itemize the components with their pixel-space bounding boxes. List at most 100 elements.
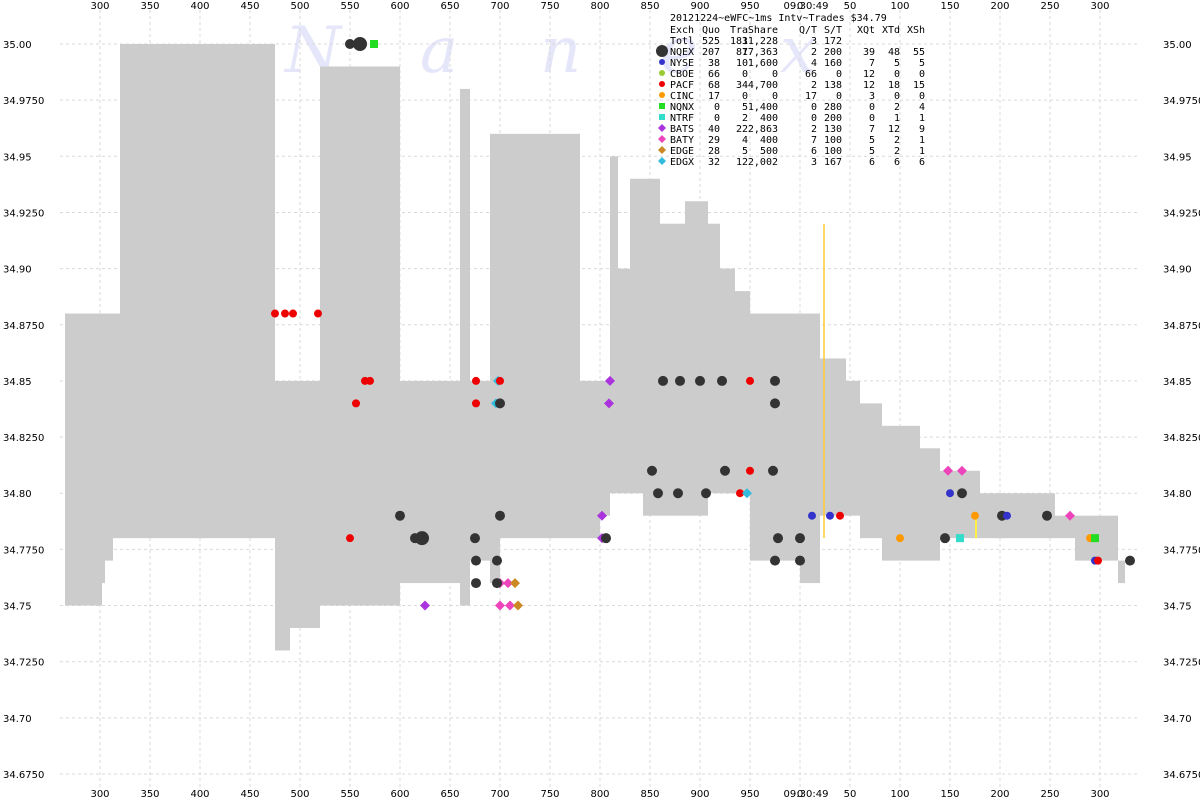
watermark-letter: n — [540, 14, 581, 88]
legend-row-cell: CINC — [670, 91, 694, 102]
trade-point — [281, 309, 289, 318]
legend-row-cell: EDGE — [670, 146, 694, 157]
legend-marker — [656, 45, 668, 57]
chart-title: 20121224~eWFC~1ms Intv~Trades $34.79 — [670, 13, 887, 24]
legend-row-cell: 39 — [863, 47, 875, 58]
legend-row-cell: 1,400 — [748, 102, 778, 113]
legend-row-cell: 0 — [742, 91, 748, 102]
trade-point — [370, 40, 378, 48]
trade-point — [415, 531, 429, 546]
trade-point — [495, 510, 505, 521]
trade-point — [896, 534, 904, 543]
nbbo-band — [630, 178, 643, 494]
x-tick-label: 450 — [240, 1, 259, 12]
x-tick-label: 650 — [440, 1, 459, 12]
legend-marker — [658, 124, 666, 132]
y-tick-label: 34.7750 — [3, 545, 44, 556]
legend-row-cell: 100 — [824, 146, 842, 157]
y-tick-label: 34.6750 — [1163, 770, 1200, 781]
x-tick-label: 300 — [1090, 789, 1109, 800]
legend-total-cell: 181 — [730, 36, 748, 47]
legend-total-cell: 3 — [811, 36, 817, 47]
legend-row-cell: 100 — [824, 135, 842, 146]
x-tick-label: 900 — [690, 789, 709, 800]
y-tick-label: 35.00 — [3, 40, 32, 51]
legend-row-cell: 2 — [894, 146, 900, 157]
trade-point — [353, 37, 367, 51]
x-tick-label: 100 — [890, 1, 909, 12]
x-tick-label: 650 — [440, 789, 459, 800]
legend-row-cell: 9 — [919, 124, 925, 135]
legend-row-cell: 2,002 — [748, 157, 778, 168]
y-tick-label: 34.80 — [3, 489, 32, 500]
trade-point — [773, 533, 783, 544]
legend-row-cell: 200 — [824, 47, 842, 58]
nbbo-band — [500, 133, 580, 539]
nbbo-band — [490, 133, 500, 584]
legend-row-cell: 6 — [811, 146, 817, 157]
legend-header-cell: Share — [748, 25, 778, 36]
legend-row-cell: NQEX — [670, 47, 694, 58]
legend-row-cell: 0 — [714, 113, 720, 124]
legend-marker — [659, 81, 665, 87]
legend-row-cell: CBOE — [670, 69, 694, 80]
trade-point — [472, 399, 480, 408]
legend-row-cell: 66 — [708, 69, 720, 80]
trade-point — [604, 398, 614, 409]
legend-row-cell: 400 — [760, 135, 778, 146]
legend-row-cell: 160 — [824, 58, 842, 69]
nbbo-band — [76, 313, 102, 606]
legend-row-cell: 66 — [805, 69, 817, 80]
nbbo-band — [860, 403, 882, 539]
y-tick-label: 35.00 — [1163, 40, 1192, 51]
legend-header-cell: XSh — [907, 25, 925, 36]
legend-row-cell: 18 — [888, 80, 900, 91]
trade-point — [492, 578, 502, 589]
y-axis-right: 35.00 34.9750 34.95 34.9250 34.90 34.8750 34.8… — [1163, 40, 1200, 781]
legend-total-cell: Totl — [670, 36, 694, 47]
legend-total-cell: 172 — [824, 36, 842, 47]
trade-point — [271, 309, 279, 318]
legend-row-cell: 1 — [919, 135, 925, 146]
trade-point — [808, 511, 816, 520]
nbbo-band — [775, 313, 800, 561]
trade-point — [673, 488, 683, 499]
legend-row-cell: 5 — [742, 146, 748, 157]
x-tick-label: 400 — [190, 789, 209, 800]
x-tick-label: 350 — [140, 789, 159, 800]
legend-header-cell: XTd — [882, 25, 900, 36]
nbbo-band — [180, 44, 275, 539]
x-tick-label: 150 — [940, 789, 959, 800]
legend: 20121224~eWFC~1ms Intv~Trades $34.79 Exc… — [656, 13, 925, 168]
y-tick-label: 34.95 — [3, 152, 32, 163]
nbbo-band — [846, 380, 860, 516]
legend-row-cell: 22 — [736, 124, 748, 135]
legend-header-cell: Exch — [670, 25, 694, 36]
y-tick-label: 34.9750 — [3, 96, 44, 107]
legend-row-cell: 400 — [760, 113, 778, 124]
trade-point — [510, 578, 520, 589]
nbbo-band — [152, 44, 180, 539]
x-tick-label: 300 — [90, 789, 109, 800]
x-tick-label: 950 — [740, 789, 759, 800]
legend-marker — [659, 103, 665, 109]
trade-point — [795, 533, 805, 544]
nbbo-band — [405, 380, 450, 584]
nbbo-band — [800, 313, 820, 584]
trade-point — [826, 511, 834, 520]
legend-row-cell: 7 — [869, 58, 875, 69]
legend-row-cell: 2 — [894, 135, 900, 146]
x-tick-label: 200 — [990, 789, 1009, 800]
trade-point — [770, 375, 780, 386]
legend-header-cell: XQt — [857, 25, 875, 36]
legend-row-cell: 0 — [836, 91, 842, 102]
legend-marker — [659, 70, 665, 76]
legend-header-cell: Quo — [702, 25, 720, 36]
trade-point — [971, 511, 979, 520]
x-tick-label: 0 — [797, 1, 803, 12]
legend-row-cell: 17,363 — [742, 47, 778, 58]
x-tick-label: 850 — [640, 789, 659, 800]
trade-point — [289, 309, 297, 318]
